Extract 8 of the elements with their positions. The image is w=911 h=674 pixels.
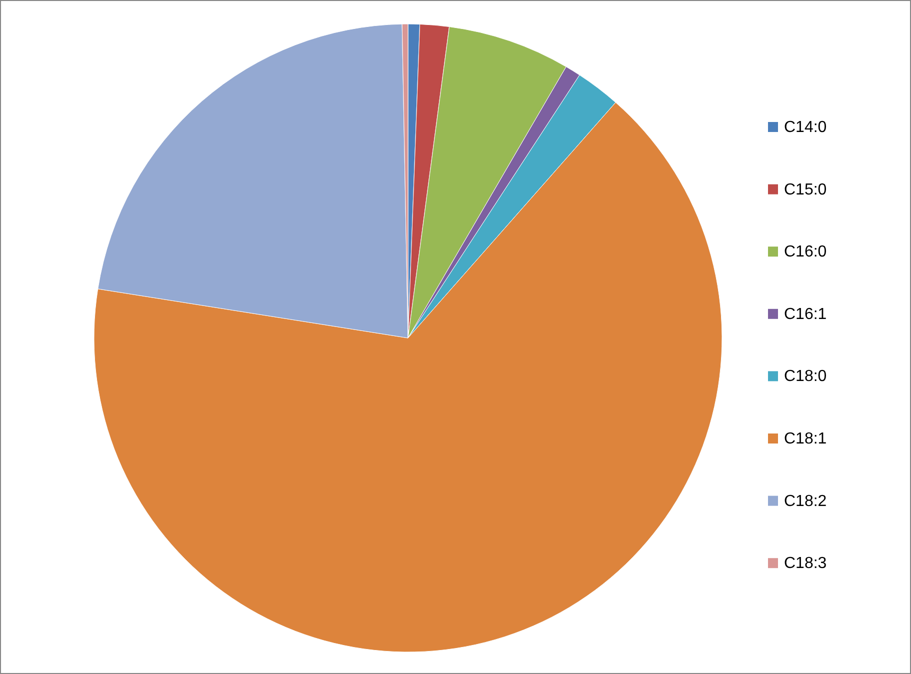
legend-label: C18:1 <box>784 430 827 448</box>
legend-label: C16:1 <box>784 306 827 323</box>
legend-label: C14:0 <box>784 119 827 136</box>
legend-label: C15:0 <box>784 181 827 198</box>
legend-label: C18:0 <box>784 368 827 386</box>
legend-label: C16:0 <box>784 244 827 261</box>
legend-label: C18:2 <box>784 492 827 510</box>
legend-label: C18:3 <box>784 555 827 572</box>
